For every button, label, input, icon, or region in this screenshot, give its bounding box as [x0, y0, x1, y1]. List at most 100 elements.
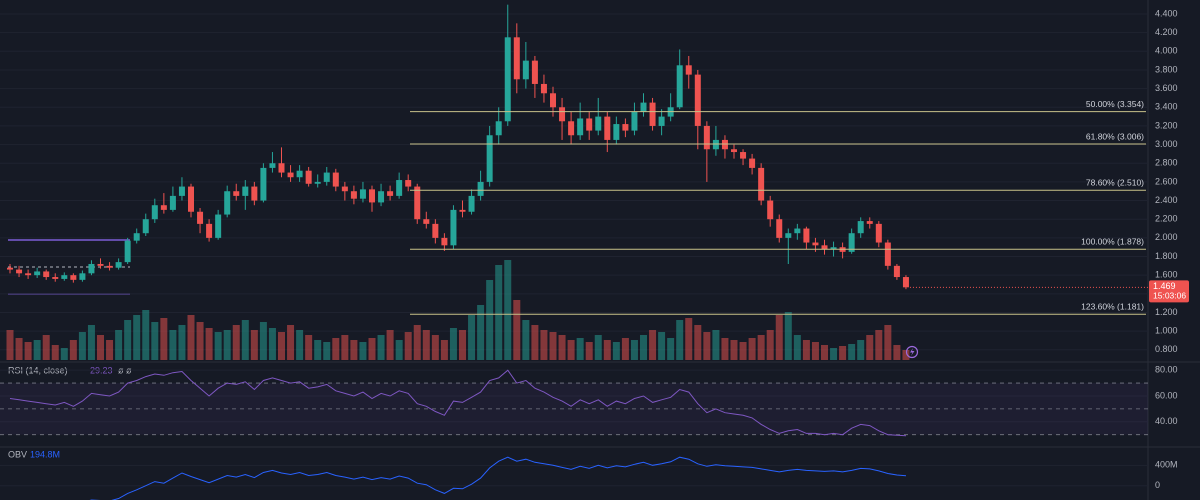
volume-bar	[685, 318, 693, 360]
volume-bar	[259, 322, 267, 360]
y-tick-label: 3.000	[1155, 139, 1178, 149]
candle-body	[97, 263, 104, 266]
volume-bar	[323, 342, 331, 360]
volume-bar	[585, 342, 593, 360]
candle-body	[676, 65, 683, 108]
alert-bolt[interactable]	[910, 348, 915, 356]
candle-body	[178, 186, 185, 196]
volume-bar	[612, 342, 620, 360]
candle-body	[857, 221, 864, 234]
volume-bar	[630, 340, 638, 360]
candle-body	[821, 245, 828, 250]
candle-body	[188, 186, 194, 212]
candle-body	[414, 186, 421, 220]
candle-body	[34, 271, 41, 276]
candle-body	[160, 205, 167, 210]
volume-bar	[97, 335, 104, 360]
volume-bar	[821, 345, 828, 360]
volume-bar	[495, 265, 503, 360]
candle-body	[396, 180, 403, 196]
candle-body	[369, 189, 375, 203]
last-price-label: 1.469	[1153, 281, 1176, 291]
candle-body	[694, 74, 701, 126]
volume-bar	[87, 325, 95, 360]
volume-bar	[649, 330, 657, 360]
volume-bar	[196, 322, 204, 360]
y-tick-label: 1.200	[1155, 307, 1178, 317]
volume-bar	[305, 335, 313, 360]
candle-body	[142, 219, 149, 234]
volume-bar	[603, 340, 611, 360]
volume-bar	[784, 312, 792, 360]
volume-bar	[658, 332, 666, 360]
candle-body	[459, 209, 466, 212]
candle-body	[242, 186, 249, 196]
volume-bar	[486, 280, 494, 360]
volume-bar	[296, 330, 304, 360]
candle-body	[513, 37, 520, 80]
candle-body	[477, 181, 484, 196]
volume-bar	[667, 338, 675, 360]
fib-label: 100.00% (1.878)	[1081, 236, 1144, 246]
volume-bar	[106, 340, 114, 360]
candle-body	[468, 195, 475, 212]
candle-body	[115, 262, 122, 268]
volume-bar	[341, 335, 349, 360]
volume-bar	[621, 338, 629, 360]
y-tick-label: 3.400	[1155, 102, 1178, 112]
candle-body	[866, 221, 873, 224]
alert-icon[interactable]	[905, 345, 919, 359]
candle-body	[568, 121, 575, 136]
candle-body	[712, 139, 719, 150]
y-tick-label: 80.00	[1155, 365, 1178, 375]
volume-bar	[504, 260, 512, 360]
candle-body	[124, 240, 131, 263]
candle-body	[70, 275, 77, 280]
candle-body	[296, 170, 303, 178]
volume-bar	[902, 350, 910, 360]
candle-body	[586, 118, 593, 131]
candle-body	[550, 93, 556, 108]
volume-bar	[676, 320, 684, 360]
candle-body	[640, 102, 647, 112]
rsi-line	[9, 369, 907, 437]
volume-bar	[594, 335, 602, 360]
y-tick-label: 1.600	[1155, 270, 1178, 280]
volume-bar	[712, 330, 720, 360]
volume-bar	[893, 345, 901, 360]
y-tick-label: 4.000	[1155, 46, 1178, 56]
candle-body	[812, 242, 819, 246]
y-tick-label: 400M	[1155, 460, 1178, 470]
candle-body	[685, 65, 692, 75]
volume-bar	[830, 348, 838, 360]
volume-bar	[413, 325, 421, 360]
obv-title: OBV	[8, 449, 27, 459]
y-tick-label: 2.600	[1155, 176, 1178, 186]
candle-body	[884, 242, 891, 266]
candle-body	[486, 135, 493, 182]
volume-bar	[377, 335, 385, 360]
candle-body	[378, 191, 385, 203]
volume-bar	[802, 340, 810, 360]
last-price-box	[1149, 280, 1189, 303]
candle-body	[740, 152, 747, 159]
volume-bar	[115, 330, 123, 360]
volume-bar	[811, 342, 819, 360]
candle-body	[794, 228, 801, 234]
alert-circle[interactable]	[905, 345, 919, 359]
candle-body	[233, 191, 240, 196]
volume-bar	[576, 338, 584, 360]
candle-body	[43, 271, 50, 278]
candle-body	[785, 233, 792, 238]
fib-label: 123.60% (1.181)	[1081, 302, 1144, 312]
volume-bar	[839, 346, 847, 360]
candle-body	[405, 180, 412, 187]
candle-body	[206, 223, 213, 238]
volume-bar	[250, 330, 258, 360]
volume-bar	[640, 335, 647, 360]
y-tick-label: 3.800	[1155, 64, 1178, 74]
countdown-label: 15:03:06	[1153, 291, 1186, 301]
candle-body	[893, 265, 900, 278]
candle-body	[803, 228, 810, 243]
